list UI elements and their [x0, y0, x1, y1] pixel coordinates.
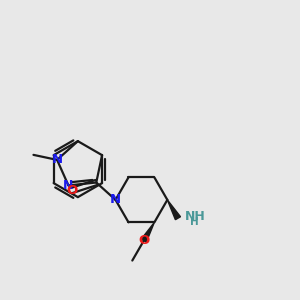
- Polygon shape: [167, 200, 181, 220]
- Text: N: N: [52, 153, 63, 167]
- Text: H: H: [190, 217, 199, 227]
- Text: NH: NH: [184, 210, 205, 223]
- Text: N: N: [63, 179, 74, 192]
- Polygon shape: [141, 222, 154, 242]
- Text: O: O: [66, 184, 77, 197]
- Text: N: N: [110, 194, 121, 206]
- Text: O: O: [138, 234, 149, 247]
